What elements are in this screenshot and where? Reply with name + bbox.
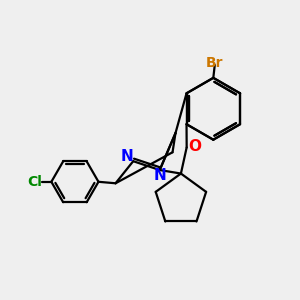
Text: Br: Br [206, 56, 224, 70]
Text: Cl: Cl [28, 175, 43, 189]
Text: O: O [188, 139, 201, 154]
Text: N: N [120, 149, 133, 164]
Text: N: N [154, 168, 167, 183]
